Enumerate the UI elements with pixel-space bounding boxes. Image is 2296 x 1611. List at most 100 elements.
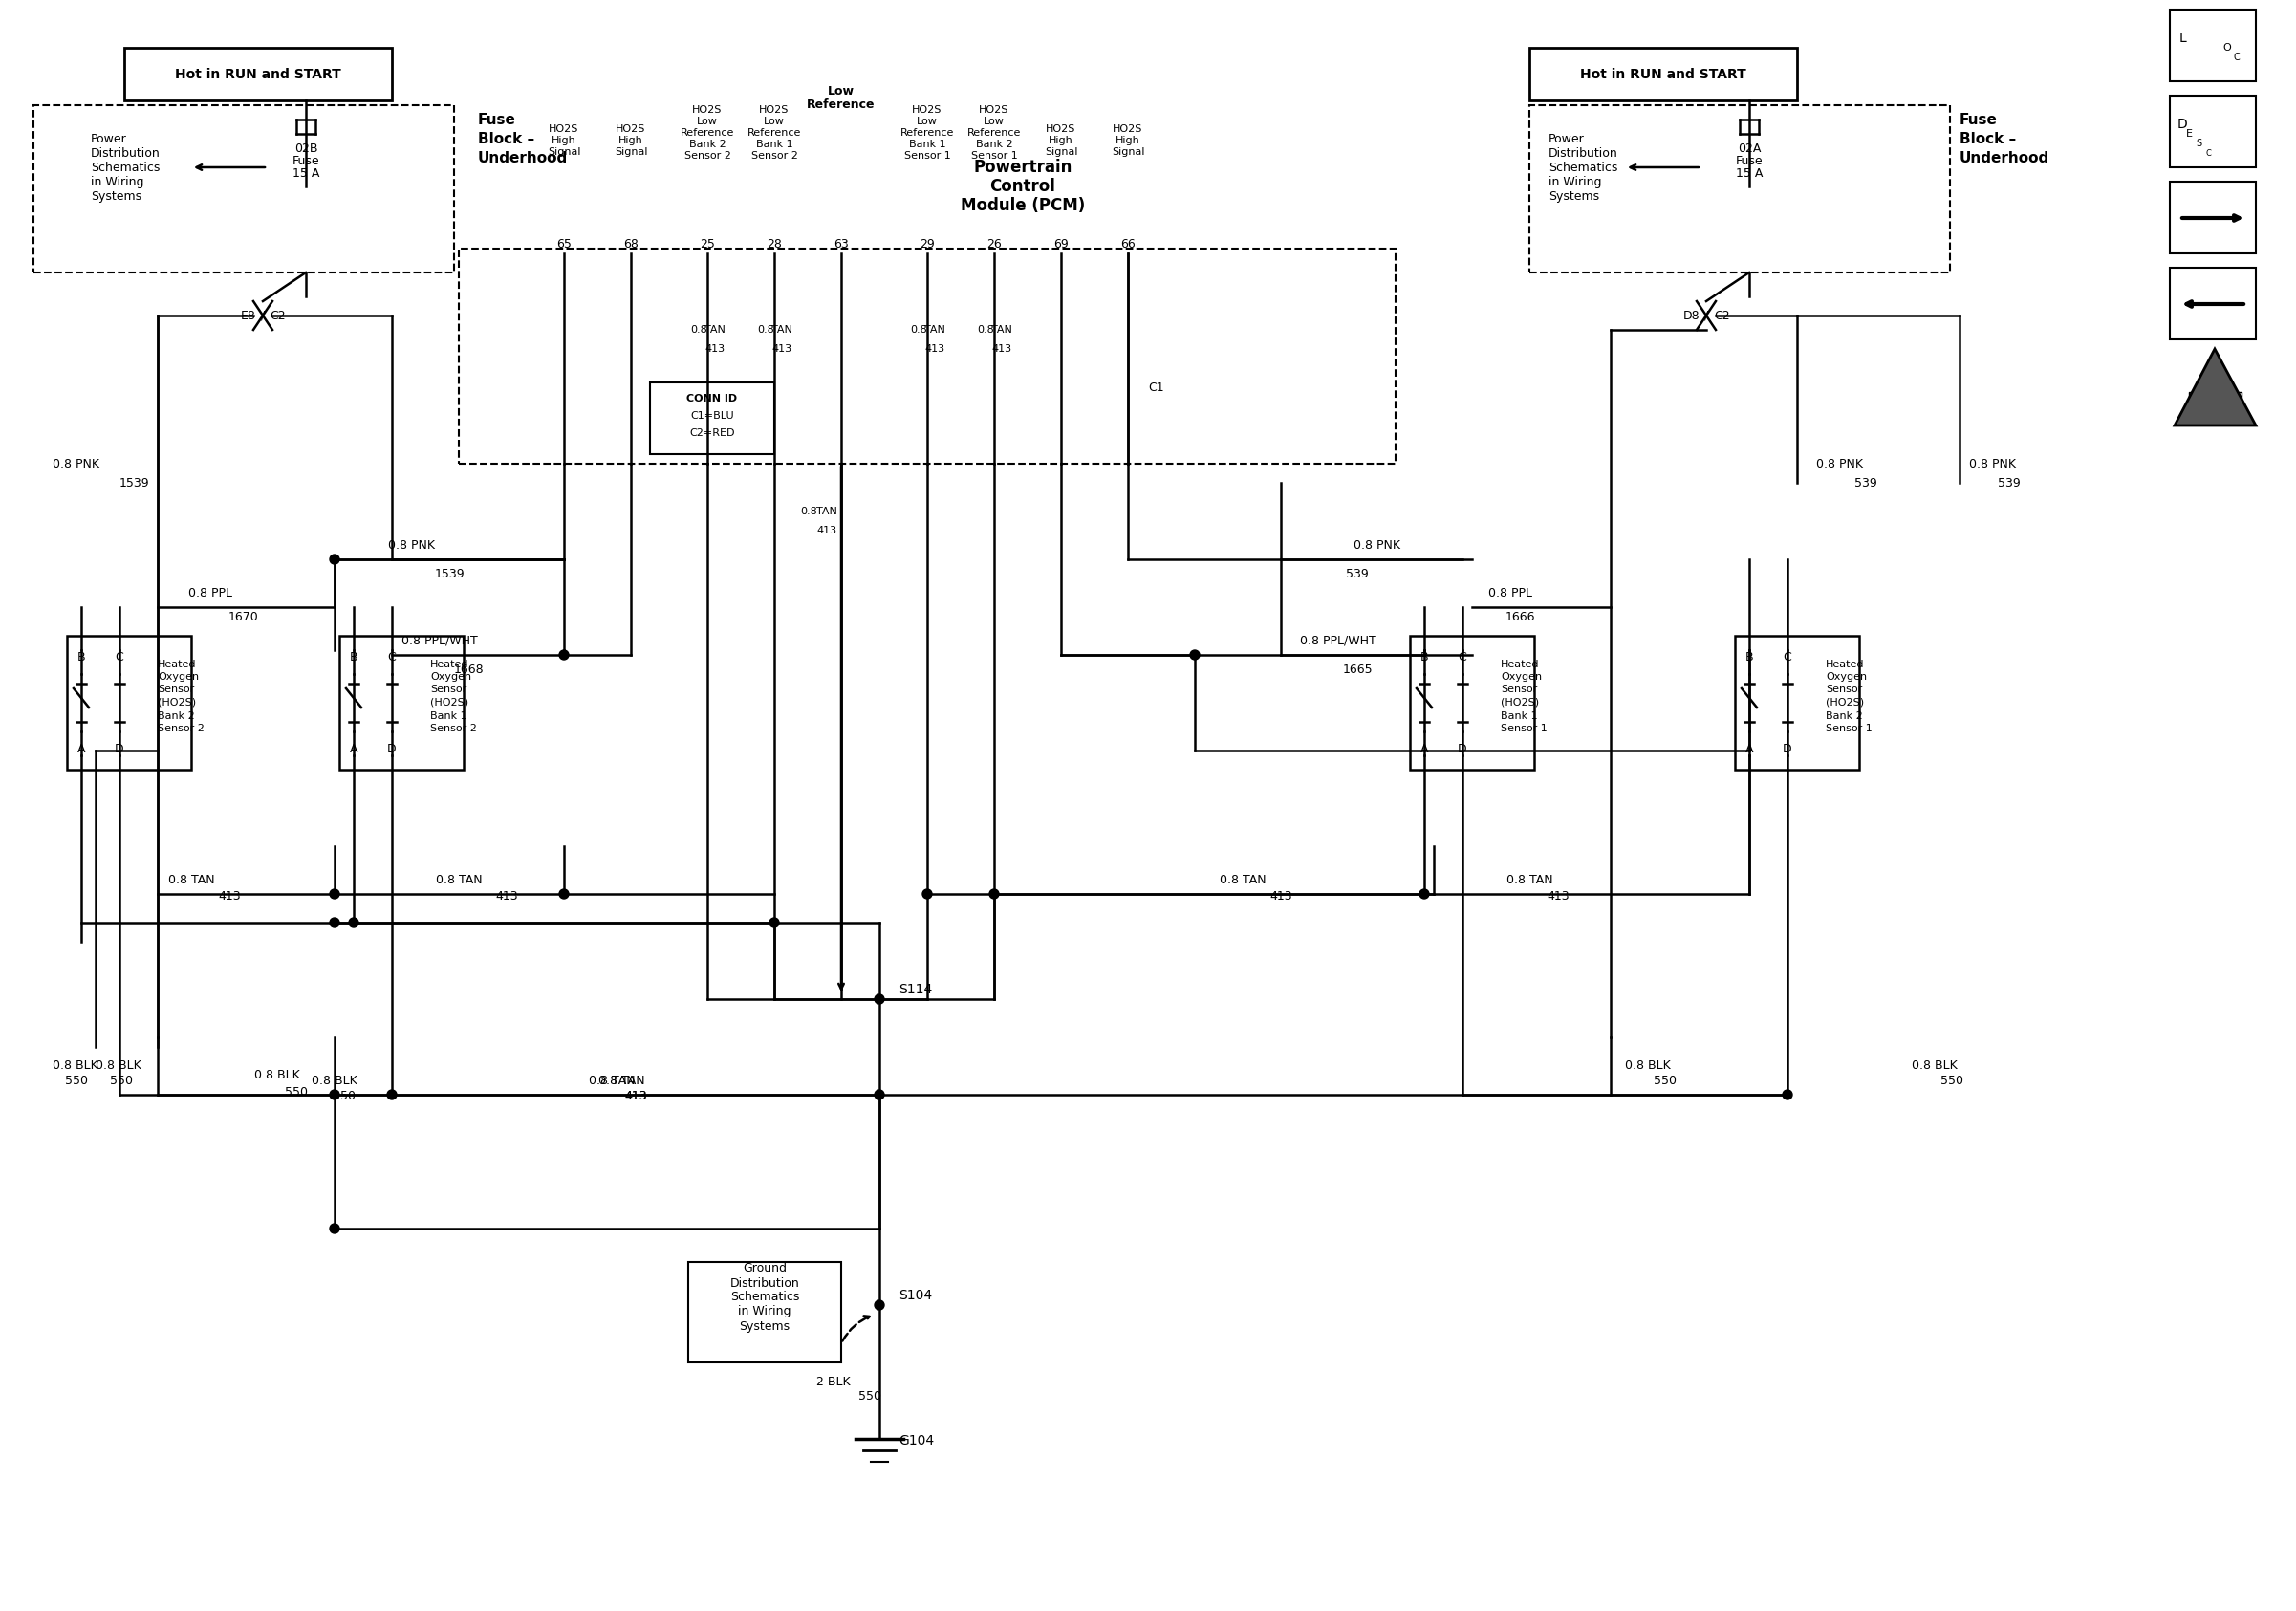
- Text: 02A: 02A: [1738, 142, 1761, 155]
- Text: 413: 413: [496, 889, 519, 902]
- Bar: [1529, 105, 1949, 272]
- Text: Low: Low: [829, 85, 854, 97]
- Text: 02B: 02B: [294, 142, 317, 155]
- Text: Block –: Block –: [478, 132, 535, 147]
- Text: 413: 413: [625, 1091, 647, 1104]
- Text: Systems: Systems: [92, 190, 142, 203]
- Text: B: B: [349, 651, 358, 664]
- Text: Sensor: Sensor: [429, 685, 466, 694]
- Text: (HO2S): (HO2S): [429, 698, 468, 707]
- Text: Fuse: Fuse: [292, 155, 319, 168]
- Text: Reference: Reference: [967, 129, 1022, 137]
- Polygon shape: [2174, 350, 2257, 425]
- Text: Bank 1: Bank 1: [1502, 712, 1538, 720]
- Text: Sensor 2: Sensor 2: [429, 723, 478, 733]
- Text: II: II: [2211, 400, 2218, 412]
- Text: 0.8 BLK: 0.8 BLK: [312, 1075, 358, 1086]
- Text: HO2S: HO2S: [549, 124, 579, 134]
- Text: HO2S: HO2S: [1047, 124, 1077, 134]
- Text: Heated: Heated: [1825, 659, 1864, 669]
- Text: Control: Control: [990, 177, 1056, 195]
- Text: HO2S: HO2S: [1114, 124, 1143, 134]
- Text: A: A: [78, 743, 85, 756]
- Text: 15 A: 15 A: [292, 168, 319, 179]
- Text: Low: Low: [916, 116, 937, 126]
- Text: B: B: [78, 651, 85, 664]
- Text: 0.8 PPL: 0.8 PPL: [1488, 586, 1531, 599]
- Text: (HO2S): (HO2S): [158, 698, 195, 707]
- Text: Signal: Signal: [1111, 147, 1143, 156]
- Text: S114: S114: [898, 983, 932, 996]
- Text: 550: 550: [1653, 1075, 1676, 1086]
- Text: Sensor: Sensor: [1502, 685, 1538, 694]
- Text: 413: 413: [1548, 889, 1570, 902]
- Text: Sensor 1: Sensor 1: [1825, 723, 1871, 733]
- Text: 0.8 TAN: 0.8 TAN: [1506, 873, 1552, 886]
- Text: 28: 28: [767, 237, 783, 250]
- Text: S: S: [2195, 139, 2202, 148]
- Text: Sensor 2: Sensor 2: [158, 723, 204, 733]
- Circle shape: [875, 1091, 884, 1099]
- Text: 550: 550: [859, 1390, 882, 1402]
- Text: O: O: [2223, 43, 2232, 53]
- Circle shape: [769, 918, 778, 928]
- Circle shape: [1782, 1091, 1793, 1099]
- Text: 0.8 BLK: 0.8 BLK: [96, 1060, 142, 1073]
- Text: Oxygen: Oxygen: [158, 672, 200, 681]
- Text: 0.8 BLK: 0.8 BLK: [53, 1060, 99, 1073]
- Text: Sensor 1: Sensor 1: [905, 151, 951, 161]
- Text: HO2S: HO2S: [978, 105, 1010, 114]
- Text: (HO2S): (HO2S): [1502, 698, 1538, 707]
- Text: Underhood: Underhood: [1958, 150, 2050, 164]
- Text: 413: 413: [817, 525, 838, 535]
- Text: 0.8 PPL/WHT: 0.8 PPL/WHT: [402, 635, 478, 646]
- Text: Sensor: Sensor: [1825, 685, 1862, 694]
- Text: HO2S: HO2S: [760, 105, 790, 114]
- Text: C1: C1: [1148, 380, 1164, 393]
- Bar: [650, 382, 774, 454]
- Text: G104: G104: [898, 1434, 934, 1448]
- Text: TAN: TAN: [925, 325, 946, 335]
- Text: (HO2S): (HO2S): [1825, 698, 1864, 707]
- Circle shape: [923, 889, 932, 899]
- Circle shape: [331, 1224, 340, 1234]
- Text: 550: 550: [64, 1075, 87, 1086]
- Circle shape: [331, 1091, 340, 1099]
- Text: C: C: [115, 651, 124, 664]
- Bar: [1736, 636, 1860, 770]
- Text: in Wiring: in Wiring: [739, 1305, 792, 1318]
- Bar: [1410, 636, 1534, 770]
- Text: 0.8 PNK: 0.8 PNK: [1352, 538, 1401, 551]
- Bar: [124, 48, 393, 100]
- Text: 413: 413: [705, 345, 726, 354]
- Bar: [689, 1261, 840, 1363]
- Text: Hot in RUN and START: Hot in RUN and START: [174, 68, 342, 81]
- Circle shape: [875, 994, 884, 1004]
- Text: High: High: [1049, 135, 1072, 145]
- Text: Signal: Signal: [615, 147, 647, 156]
- Circle shape: [388, 1091, 397, 1099]
- Text: A: A: [1421, 743, 1428, 756]
- Text: Schematics: Schematics: [92, 161, 161, 174]
- Text: B: B: [1745, 651, 1754, 664]
- Text: Distribution: Distribution: [730, 1278, 799, 1289]
- Text: /: /: [262, 309, 264, 322]
- Text: 1668: 1668: [452, 664, 484, 675]
- Text: C: C: [1784, 651, 1791, 664]
- Text: High: High: [1116, 135, 1141, 145]
- Text: 68: 68: [622, 237, 638, 250]
- Text: Bank 2: Bank 2: [689, 140, 726, 150]
- Text: HO2S: HO2S: [912, 105, 941, 114]
- Text: C: C: [2204, 148, 2211, 158]
- Text: Oxygen: Oxygen: [429, 672, 471, 681]
- Text: 0.8: 0.8: [758, 325, 774, 335]
- Text: A: A: [1745, 743, 1754, 756]
- Text: 0.8 BLK: 0.8 BLK: [1626, 1060, 1671, 1073]
- Text: Signal: Signal: [1045, 147, 1077, 156]
- Text: 413: 413: [771, 345, 792, 354]
- Text: D8: D8: [1683, 309, 1699, 322]
- Text: 0.8: 0.8: [909, 325, 928, 335]
- Text: Oxygen: Oxygen: [1502, 672, 1543, 681]
- Text: Distribution: Distribution: [1548, 147, 1619, 159]
- Text: C: C: [388, 651, 397, 664]
